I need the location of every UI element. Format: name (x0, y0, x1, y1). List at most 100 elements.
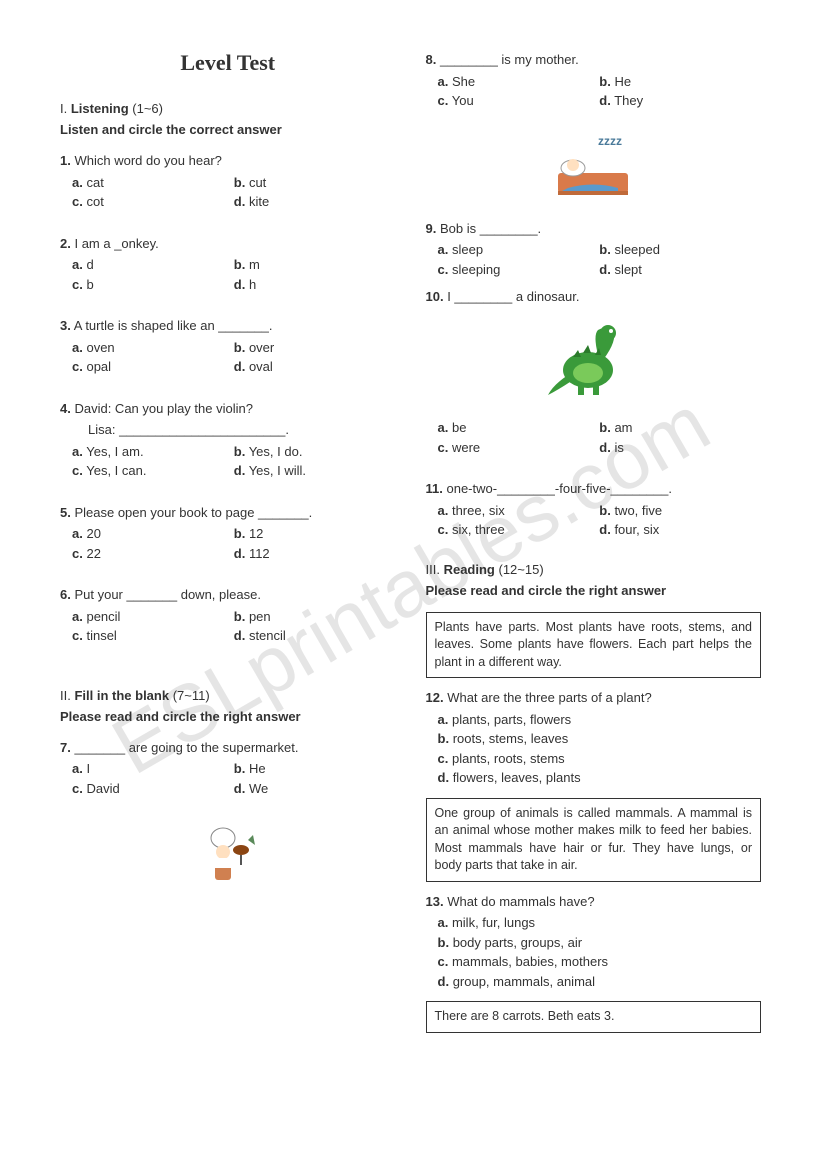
q9-d[interactable]: slept (614, 262, 641, 277)
section-1-instruction: Listen and circle the correct answer (60, 122, 396, 137)
q7-a[interactable]: I (86, 761, 90, 776)
q3-c-label: c. (72, 359, 83, 374)
q7-d-label: d. (234, 781, 246, 796)
q10-a[interactable]: be (452, 420, 466, 435)
q1-d[interactable]: kite (249, 194, 269, 209)
section-1-name: Listening (71, 101, 129, 116)
q7-a-label: a. (72, 761, 83, 776)
q11-c[interactable]: six, three (452, 522, 505, 537)
reading-passage-3: There are 8 carrots. Beth eats 3. (426, 1001, 762, 1033)
q2-c-label: c. (72, 277, 83, 292)
q11-b[interactable]: two, five (614, 503, 662, 518)
q5-c[interactable]: 22 (86, 546, 100, 561)
q4-a-label: a. (72, 444, 83, 459)
q6-c[interactable]: tinsel (86, 628, 116, 643)
q12-d[interactable]: flowers, leaves, plants (453, 770, 581, 785)
q7-d[interactable]: We (249, 781, 268, 796)
q1-b[interactable]: cut (249, 175, 266, 190)
q3-a[interactable]: oven (86, 340, 114, 355)
q11-a[interactable]: three, six (452, 503, 505, 518)
q6-d[interactable]: stencil (249, 628, 286, 643)
q12-d-label: d. (438, 770, 450, 785)
q5-d[interactable]: 112 (249, 546, 270, 561)
q2-a[interactable]: d (86, 257, 93, 272)
section-3-range: (12~15) (499, 562, 544, 577)
q8-d[interactable]: They (614, 93, 643, 108)
q6-b-label: b. (234, 609, 246, 624)
q3-b[interactable]: over (249, 340, 274, 355)
q7-c[interactable]: David (86, 781, 119, 796)
q11-a-label: a. (438, 503, 449, 518)
q5-text: Please open your book to page _______. (74, 505, 312, 520)
q8-b[interactable]: He (614, 74, 631, 89)
q6-b[interactable]: pen (249, 609, 271, 624)
section-2-instruction: Please read and circle the right answer (60, 709, 396, 724)
q4-d[interactable]: Yes, I will. (249, 463, 306, 478)
q3-b-label: b. (234, 340, 246, 355)
q4-b[interactable]: Yes, I do. (249, 444, 303, 459)
q10-b-label: b. (599, 420, 611, 435)
q9-a[interactable]: sleep (452, 242, 483, 257)
worksheet-content: Level Test I. Listening (1~6) Listen and… (60, 50, 761, 1043)
question-7: 7. _______ are going to the supermarket.… (60, 738, 396, 799)
q5-c-label: c. (72, 546, 83, 561)
q4-a[interactable]: Yes, I am. (86, 444, 143, 459)
q2-b[interactable]: m (249, 257, 260, 272)
q12-a[interactable]: plants, parts, flowers (452, 712, 571, 727)
q13-num: 13. (426, 894, 444, 909)
q1-c[interactable]: cot (86, 194, 103, 209)
q11-c-label: c. (438, 522, 449, 537)
q9-b-label: b. (599, 242, 611, 257)
q10-d[interactable]: is (614, 440, 623, 455)
section-2-header: II. Fill in the blank (7~11) (60, 688, 396, 703)
q5-b[interactable]: 12 (249, 526, 263, 541)
q13-c[interactable]: mammals, babies, mothers (452, 954, 608, 969)
q10-c[interactable]: were (452, 440, 480, 455)
q10-c-label: c. (438, 440, 449, 455)
q6-a[interactable]: pencil (86, 609, 120, 624)
q10-a-label: a. (438, 420, 449, 435)
q1-c-label: c. (72, 194, 83, 209)
q3-num: 3. (60, 318, 71, 333)
q2-a-label: a. (72, 257, 83, 272)
q4-c[interactable]: Yes, I can. (86, 463, 146, 478)
q7-b[interactable]: He (249, 761, 266, 776)
question-9: 9. Bob is ________. a. sleep b. sleeped … (426, 219, 762, 280)
q13-b[interactable]: body parts, groups, air (453, 935, 582, 950)
q12-b[interactable]: roots, stems, leaves (453, 731, 569, 746)
q8-c[interactable]: You (452, 93, 474, 108)
q10-b[interactable]: am (614, 420, 632, 435)
question-11: 11. one-two-________-four-five-________.… (426, 479, 762, 540)
q2-d[interactable]: h (249, 277, 256, 292)
q3-c[interactable]: opal (86, 359, 111, 374)
q9-c[interactable]: sleeping (452, 262, 500, 277)
q1-text: Which word do you hear? (74, 153, 221, 168)
q13-a[interactable]: milk, fur, lungs (452, 915, 535, 930)
q4-b-label: b. (234, 444, 246, 459)
q4-c-label: c. (72, 463, 83, 478)
q2-c[interactable]: b (86, 277, 93, 292)
section-1-header: I. Listening (1~6) (60, 101, 396, 116)
question-5: 5. Please open your book to page _______… (60, 503, 396, 564)
q2-num: 2. (60, 236, 71, 251)
q7-num: 7. (60, 740, 71, 755)
q11-d[interactable]: four, six (614, 522, 659, 537)
q9-a-label: a. (438, 242, 449, 257)
q9-b[interactable]: sleeped (614, 242, 660, 257)
question-1: 1. Which word do you hear? a. cat b. cut… (60, 151, 396, 212)
question-12: 12. What are the three parts of a plant?… (426, 688, 762, 788)
q8-a-label: a. (438, 74, 449, 89)
q8-a[interactable]: She (452, 74, 475, 89)
section-2-name: Fill in the blank (74, 688, 169, 703)
q10-num: 10. (426, 289, 444, 304)
q1-a[interactable]: cat (86, 175, 103, 190)
section-3-instruction: Please read and circle the right answer (426, 583, 762, 598)
q5-a[interactable]: 20 (86, 526, 100, 541)
q3-d[interactable]: oval (249, 359, 273, 374)
section-3-num: III. (426, 562, 440, 577)
q13-d[interactable]: group, mammals, animal (453, 974, 595, 989)
q12-c[interactable]: plants, roots, stems (452, 751, 565, 766)
q5-d-label: d. (234, 546, 246, 561)
section-1-range: (1~6) (132, 101, 163, 116)
q4-d-label: d. (234, 463, 246, 478)
